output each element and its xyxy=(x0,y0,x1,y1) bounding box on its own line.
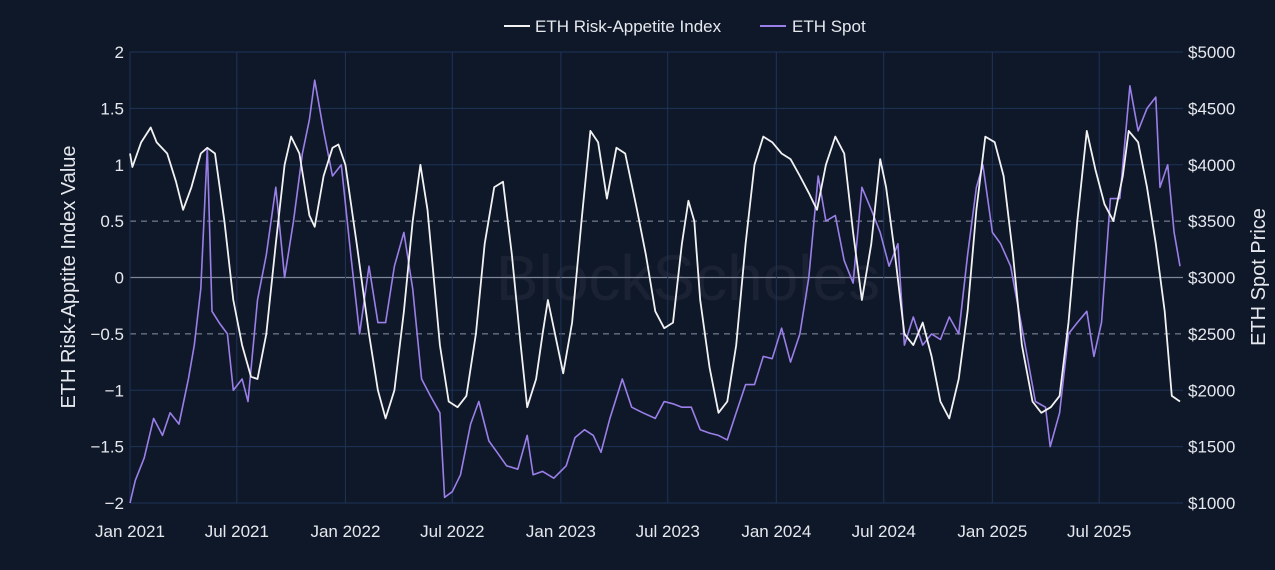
right-tick-label: $4500 xyxy=(1188,99,1235,118)
grid xyxy=(129,51,1183,504)
right-tick-label: $4000 xyxy=(1188,156,1235,175)
left-tick-label: 1.5 xyxy=(100,99,124,118)
left-tick-label: 0.5 xyxy=(100,212,124,231)
right-tick-label: $2500 xyxy=(1188,325,1235,344)
x-tick-label: Jan 2023 xyxy=(526,522,596,541)
series-line-eth-spot xyxy=(129,79,1181,504)
x-axis-ticks: Jan 2021 Jul 2021 Jan 2022 Jul 2022 Jan 2023… xyxy=(95,522,1131,541)
plot-area xyxy=(129,79,1181,504)
left-axis-title: ETH Risk-Apptite Index Value xyxy=(58,145,80,408)
left-tick-label: 0 xyxy=(115,269,124,288)
legend-label-risk-appetite: ETH Risk-Appetite Index xyxy=(535,17,722,36)
series-line-risk-appetite xyxy=(129,126,1181,420)
right-tick-label: $1000 xyxy=(1188,494,1235,513)
left-tick-label: 2 xyxy=(115,43,124,62)
legend: ETH Risk-Appetite Index ETH Spot xyxy=(504,17,866,36)
left-tick-label: −0.5 xyxy=(90,325,124,344)
right-tick-label: $2000 xyxy=(1188,381,1235,400)
x-tick-label: Jan 2024 xyxy=(741,522,811,541)
right-axis-title: ETH Spot Price xyxy=(1248,208,1270,346)
legend-label-eth-spot: ETH Spot xyxy=(792,17,866,36)
right-tick-label: $1500 xyxy=(1188,438,1235,457)
x-tick-label: Jul 2023 xyxy=(636,522,700,541)
left-tick-label: 1 xyxy=(115,156,124,175)
left-tick-label: −2 xyxy=(105,494,124,513)
right-tick-label: $5000 xyxy=(1188,43,1235,62)
right-tick-label: $3500 xyxy=(1188,212,1235,231)
x-tick-label: Jul 2022 xyxy=(420,522,484,541)
x-tick-label: Jul 2025 xyxy=(1067,522,1131,541)
left-tick-label: −1.5 xyxy=(90,438,124,457)
x-tick-label: Jan 2025 xyxy=(957,522,1027,541)
x-tick-label: Jan 2022 xyxy=(310,522,380,541)
left-axis-ticks: 2 1.5 1 0.5 0 −0.5 −1 −1.5 −2 xyxy=(90,43,124,513)
x-tick-label: Jul 2024 xyxy=(852,522,916,541)
left-tick-label: −1 xyxy=(105,381,124,400)
right-tick-label: $3000 xyxy=(1188,269,1235,288)
right-axis-ticks: $5000 $4500 $4000 $3500 $3000 $2500 $2000 $1500… xyxy=(1188,43,1235,513)
x-tick-label: Jul 2021 xyxy=(205,522,269,541)
x-tick-label: Jan 2021 xyxy=(95,522,165,541)
